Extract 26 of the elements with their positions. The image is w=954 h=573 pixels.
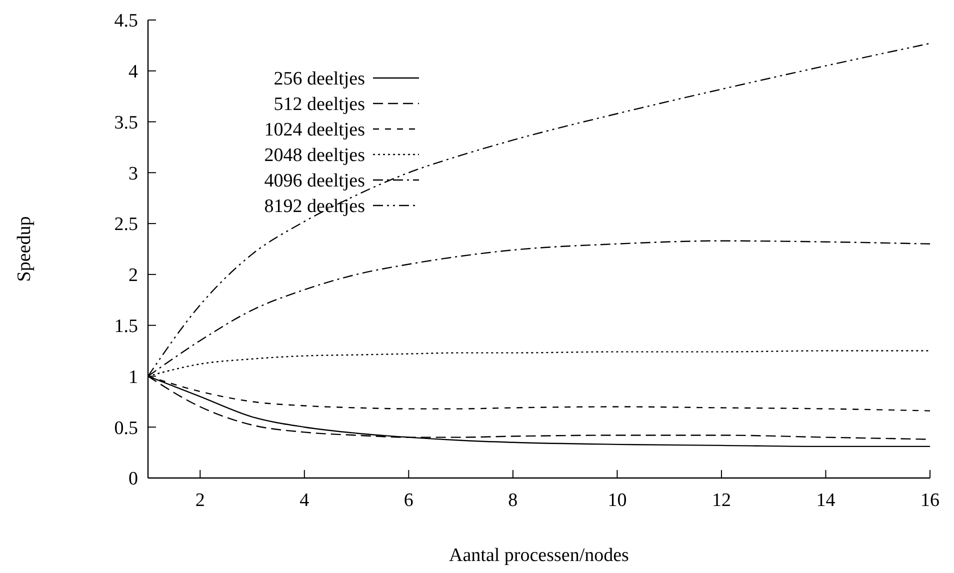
y-tick-label: 0.5 (114, 418, 138, 439)
legend-label: 1024 deeltjes (264, 120, 365, 141)
y-tick-label: 4 (128, 62, 138, 83)
legend-label: 2048 deeltjes (264, 145, 365, 166)
y-tick-label: 1.5 (114, 316, 138, 337)
y-tick-label: 2.5 (114, 214, 138, 236)
x-tick-label: 2 (195, 490, 205, 511)
y-tick-label: 0 (128, 468, 138, 490)
y-tick-label: 1 (128, 366, 138, 388)
legend-label: 256 deeltjes (274, 68, 365, 90)
x-tick-label: 12 (712, 490, 731, 511)
y-tick-label: 3.5 (114, 112, 138, 134)
legend-label: 4096 deeltjes (264, 170, 365, 192)
legend-label: 512 deeltjes (274, 94, 365, 116)
y-tick-label: 2 (128, 265, 138, 286)
x-tick-label: 14 (816, 490, 836, 511)
x-tick-label: 16 (920, 490, 940, 511)
x-tick-label: 6 (404, 490, 414, 511)
x-tick-label: 8 (508, 490, 518, 511)
x-tick-label: 4 (300, 490, 310, 511)
x-axis-title: Aantal processen/nodes (449, 545, 629, 566)
y-axis-title: Speedup (14, 216, 35, 282)
legend-label: 8192 deeltjes (264, 196, 365, 218)
y-tick-label: 4.5 (114, 10, 138, 32)
y-tick-label: 3 (128, 163, 138, 184)
x-tick-label: 10 (608, 490, 627, 511)
